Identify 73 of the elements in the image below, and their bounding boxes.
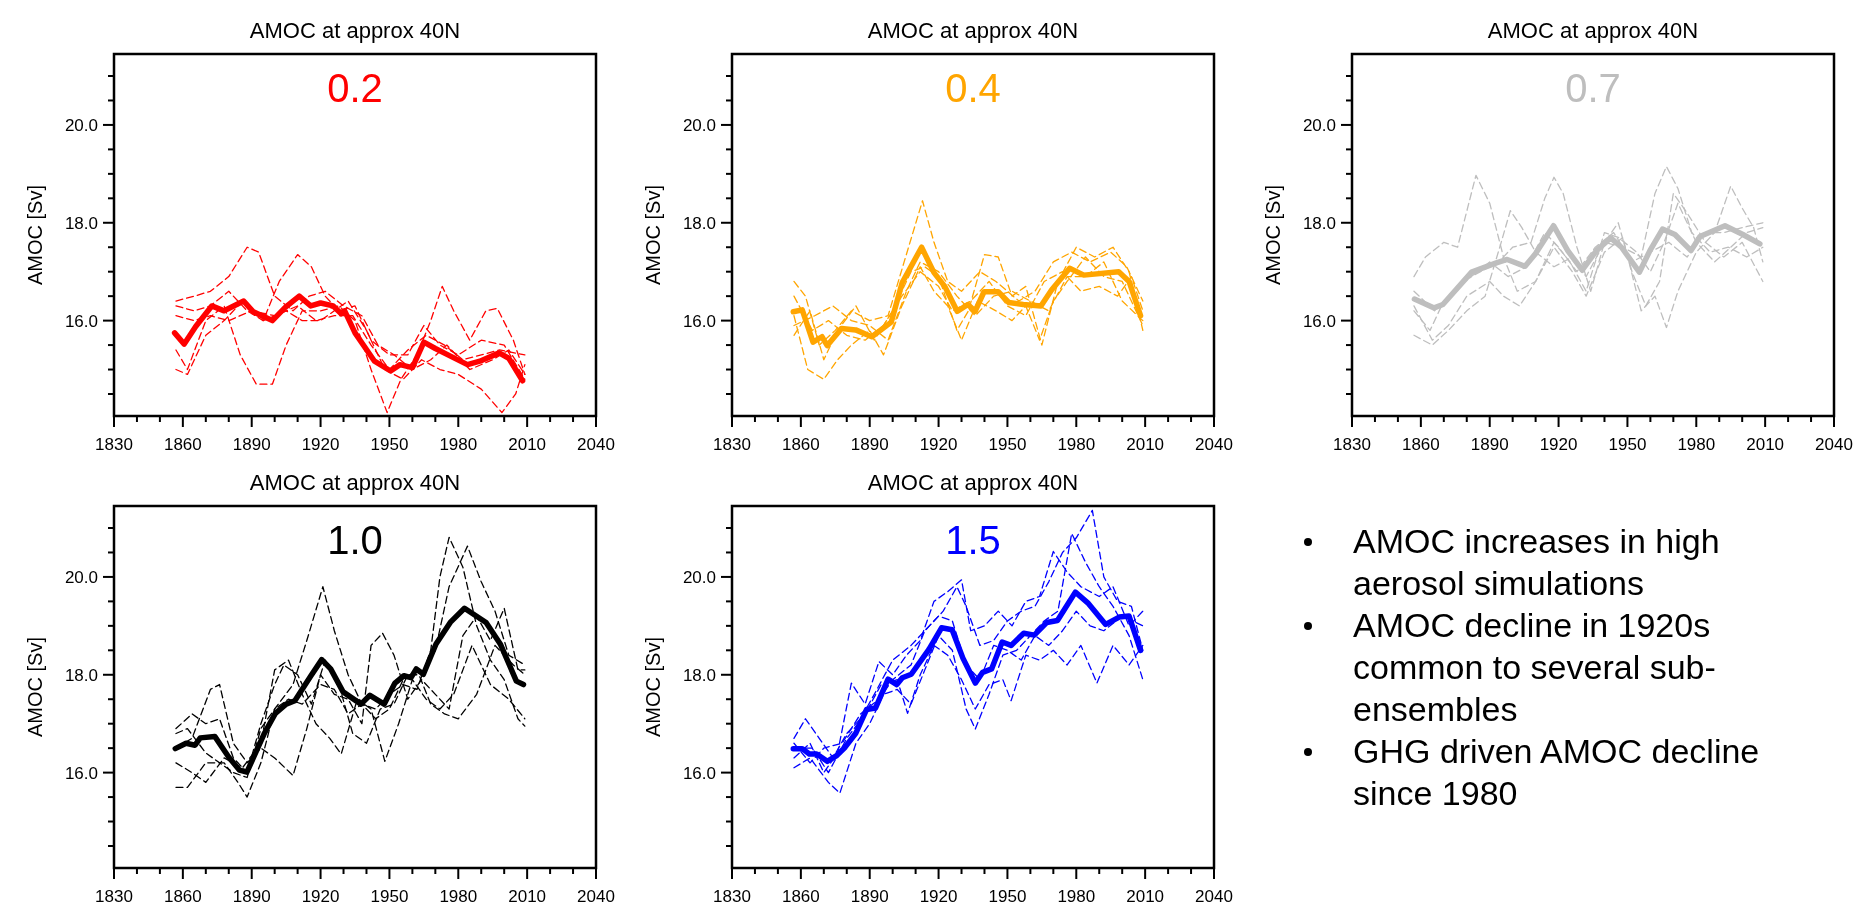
y-tick-label: 20.0 — [682, 567, 716, 587]
y-tick-label: 16.0 — [64, 763, 98, 783]
chart-title: AMOC at approx 40N — [1487, 18, 1699, 43]
annotation: 1.0 — [327, 518, 383, 562]
y-axis-title: AMOC [Sv] — [642, 184, 664, 286]
text: AMOC decline in 1920s common to several sub-ensembles — [1353, 606, 1716, 728]
chart-title: AMOC at approx 40N — [249, 18, 461, 43]
annotation: 0.4 — [945, 66, 1001, 110]
x-tick-label: 2040 — [1815, 435, 1853, 454]
x-tick-label: 1920 — [919, 887, 958, 906]
x-tick-label: 2010 — [1746, 435, 1785, 454]
x-tick-label: 1980 — [1677, 435, 1716, 454]
x-tick-label: 2040 — [1195, 887, 1233, 906]
x-tick-label: 1860 — [1401, 435, 1440, 454]
y-tick-label: 16.0 — [1302, 311, 1336, 331]
x-tick-label: 2010 — [508, 435, 547, 454]
y-tick-label: 18.0 — [1302, 213, 1336, 233]
x-tick-label: 1830 — [95, 887, 133, 906]
y-tick-label: 18.0 — [682, 665, 716, 685]
y-axis-title: AMOC [Sv] — [1262, 184, 1284, 286]
y-tick-label: 16.0 — [682, 763, 716, 783]
annotation: 1.5 — [945, 518, 1001, 562]
text: GHG driven AMOC decline since 1980 — [1353, 732, 1760, 812]
x-tick-label: 2010 — [1126, 435, 1165, 454]
x-tick-label: 1950 — [988, 887, 1027, 906]
y-tick-label: 18.0 — [64, 213, 98, 233]
x-tick-label: 1830 — [1333, 435, 1371, 454]
x-tick-label: 1890 — [850, 435, 889, 454]
x-tick-label: 1830 — [713, 887, 751, 906]
chart-title: AMOC at approx 40N — [867, 18, 1079, 43]
x-tick-label: 1860 — [781, 435, 820, 454]
x-tick-label: 1920 — [301, 887, 340, 906]
y-tick-label: 16.0 — [64, 311, 98, 331]
x-tick-label: 2040 — [577, 435, 615, 454]
x-tick-label: 1920 — [301, 435, 340, 454]
chart-title: AMOC at approx 40N — [249, 470, 461, 495]
y-axis-title: AMOC [Sv] — [24, 184, 46, 286]
y-tick-label: 20.0 — [64, 115, 98, 135]
y-tick-label: 20.0 — [64, 567, 98, 587]
annotation: 0.2 — [327, 66, 383, 110]
chart-title: AMOC at approx 40N — [867, 470, 1079, 495]
y-tick-label: 20.0 — [682, 115, 716, 135]
y-tick-label: 20.0 — [1302, 115, 1336, 135]
y-axis-title: AMOC [Sv] — [24, 636, 46, 738]
y-tick-label: 18.0 — [682, 213, 716, 233]
x-tick-label: 1950 — [370, 887, 409, 906]
x-tick-label: 1950 — [988, 435, 1027, 454]
x-tick-label: 1890 — [850, 887, 889, 906]
text: AMOC increases in high aerosol simulations — [1353, 522, 1720, 602]
x-tick-label: 1980 — [439, 887, 478, 906]
x-tick-label: 1860 — [163, 887, 202, 906]
x-tick-label: 1890 — [1470, 435, 1509, 454]
x-tick-label: 2040 — [577, 887, 615, 906]
y-tick-label: 18.0 — [64, 665, 98, 685]
x-tick-label: 1920 — [1539, 435, 1578, 454]
x-tick-label: 1980 — [439, 435, 478, 454]
x-tick-label: 2010 — [508, 887, 547, 906]
x-tick-label: 1860 — [781, 887, 820, 906]
x-tick-label: 1860 — [163, 435, 202, 454]
x-tick-label: 1830 — [713, 435, 751, 454]
x-tick-label: 1980 — [1057, 887, 1096, 906]
x-tick-label: 1830 — [95, 435, 133, 454]
y-axis-title: AMOC [Sv] — [642, 636, 664, 738]
x-tick-label: 1890 — [232, 435, 271, 454]
x-tick-label: 1920 — [919, 435, 958, 454]
x-tick-label: 1980 — [1057, 435, 1096, 454]
y-tick-label: 16.0 — [682, 311, 716, 331]
x-tick-label: 2010 — [1126, 887, 1165, 906]
x-tick-label: 1890 — [232, 887, 271, 906]
x-tick-label: 1950 — [370, 435, 409, 454]
x-tick-label: 1950 — [1608, 435, 1647, 454]
annotation: 0.7 — [1565, 66, 1621, 110]
x-tick-label: 2040 — [1195, 435, 1233, 454]
